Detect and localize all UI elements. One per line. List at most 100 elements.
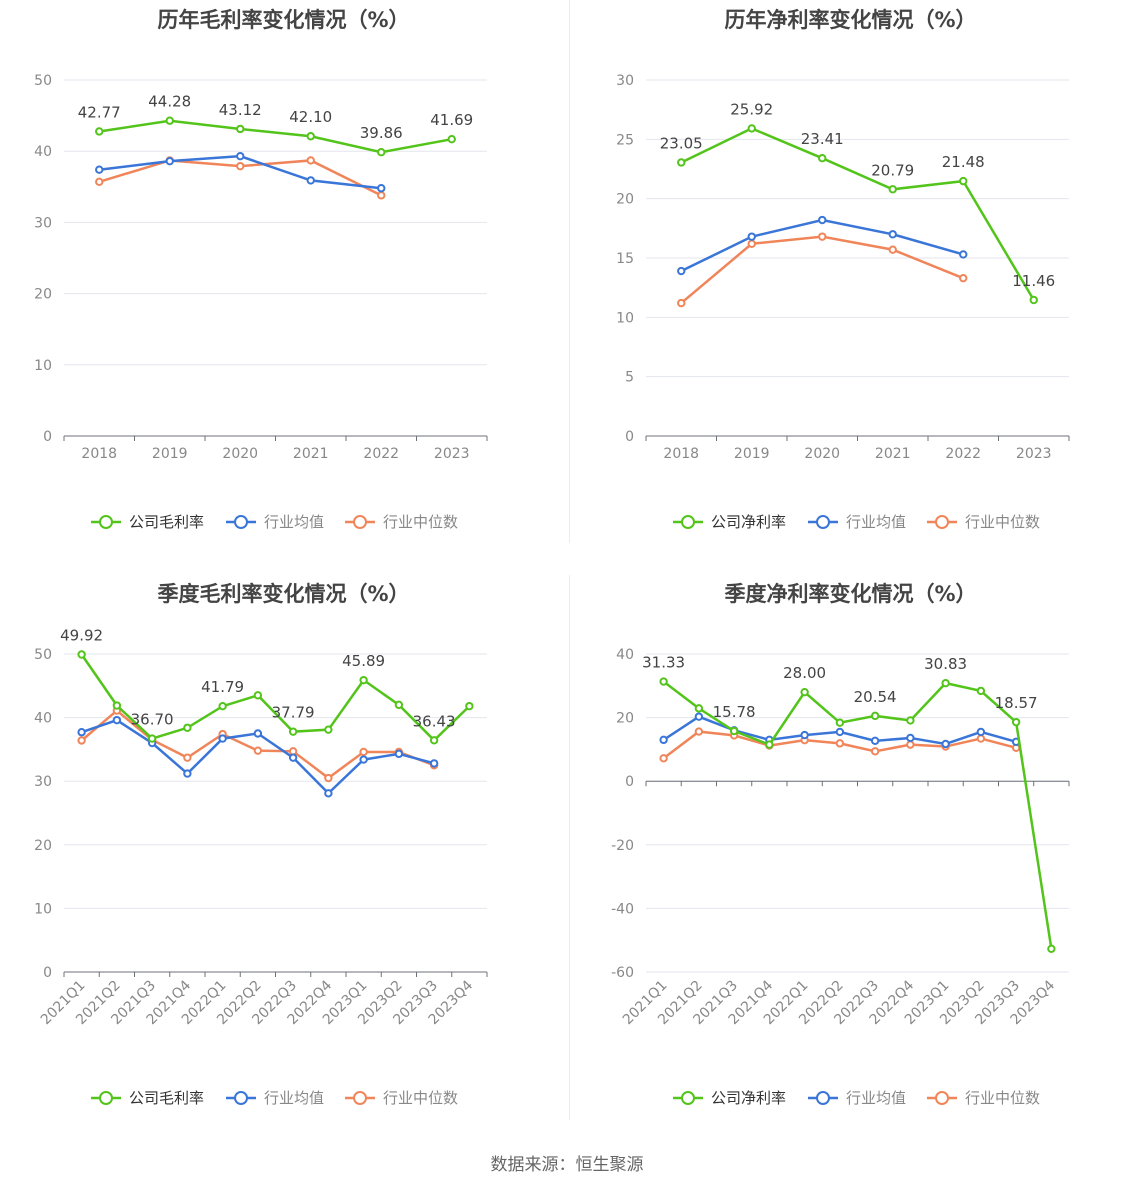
- data-point: [377, 191, 386, 200]
- data-point: [818, 154, 827, 163]
- data-point: [677, 266, 686, 276]
- data-label: 41.69: [430, 111, 473, 129]
- y-tick-label: 50: [34, 647, 52, 663]
- data-point: [976, 727, 986, 737]
- data-point: [77, 650, 86, 659]
- data-point: [694, 704, 704, 713]
- series-line: [99, 119, 452, 154]
- panel-divider: [569, 575, 570, 1120]
- chart-title: 季度净利率变化情况（%）: [724, 582, 977, 606]
- data-point: [659, 754, 668, 763]
- x-tick-label: 2020: [804, 446, 840, 462]
- y-tick-label: -20: [611, 838, 634, 854]
- data-point: [95, 165, 104, 174]
- y-tick-label: 30: [34, 215, 52, 231]
- x-tick-label: 2019: [734, 446, 770, 462]
- series-group: [677, 232, 968, 308]
- data-point: [183, 723, 192, 732]
- data-point: [835, 727, 845, 737]
- legend-label: 行业中位数: [965, 513, 1040, 531]
- data-point: [1029, 295, 1038, 305]
- data-point: [253, 746, 263, 755]
- data-point: [253, 691, 263, 700]
- legend-label: 行业均值: [264, 513, 324, 531]
- legend-marker: [935, 515, 949, 529]
- data-label: 11.46: [1012, 272, 1055, 290]
- series-group: 23.05 25.92 23.41 20.79 21.48 11.46: [660, 100, 1055, 305]
- data-point: [747, 239, 756, 248]
- legend-label: 行业中位数: [383, 1089, 458, 1107]
- data-point: [306, 132, 315, 141]
- data-point: [906, 740, 915, 749]
- data-point: [747, 232, 756, 241]
- data-point: [1047, 944, 1056, 953]
- data-point: [112, 701, 122, 710]
- y-tick-label: 25: [616, 132, 634, 148]
- y-tick-label: 0: [43, 429, 52, 445]
- y-tick-label: 0: [625, 774, 634, 790]
- data-label: 28.00: [783, 664, 826, 682]
- legend-item: 行业中位数: [927, 1089, 1040, 1107]
- y-tick-label: 10: [34, 901, 52, 917]
- y-tick-label: 50: [34, 73, 52, 89]
- data-point: [377, 147, 386, 157]
- data-point: [359, 747, 368, 757]
- data-point: [165, 116, 174, 125]
- data-point: [183, 769, 192, 778]
- data-point: [306, 176, 315, 185]
- legend-marker: [816, 1091, 830, 1105]
- data-point: [800, 687, 809, 697]
- legend-marker: [99, 515, 113, 529]
- data-label: 23.41: [801, 130, 844, 148]
- data-point: [429, 759, 439, 768]
- y-tick-label: 5: [625, 370, 634, 386]
- y-tick-label: 40: [34, 144, 52, 160]
- data-point: [959, 250, 968, 259]
- legend-label: 行业均值: [846, 1089, 906, 1107]
- legend-label: 行业中位数: [965, 1089, 1040, 1107]
- data-point: [465, 701, 474, 711]
- data-label: 49.92: [60, 627, 103, 645]
- series-line: [99, 154, 382, 190]
- legend-label: 公司净利率: [711, 513, 786, 531]
- data-point: [183, 753, 192, 762]
- data-point: [377, 184, 386, 193]
- series-line: [662, 680, 1053, 949]
- data-point: [818, 232, 827, 241]
- data-point: [729, 726, 739, 736]
- legend-item: 行业中位数: [927, 513, 1040, 531]
- data-label: 36.70: [131, 711, 174, 729]
- series-line: [680, 235, 964, 305]
- series-line: [680, 127, 1035, 301]
- legend-item: 行业均值: [226, 513, 324, 531]
- data-point: [429, 736, 439, 745]
- data-point: [870, 747, 880, 756]
- legend-marker: [816, 515, 830, 529]
- y-tick-label: 0: [43, 965, 52, 981]
- y-tick-label: 20: [34, 838, 52, 854]
- data-label: 45.89: [342, 652, 385, 670]
- data-point: [870, 736, 880, 746]
- data-point: [677, 298, 686, 308]
- data-label: 20.79: [871, 161, 914, 179]
- legend-label: 行业均值: [846, 513, 906, 531]
- y-tick-label: 10: [616, 310, 634, 326]
- data-label: 30.83: [924, 655, 967, 673]
- y-tick-label: 40: [616, 647, 634, 663]
- data-point: [765, 740, 774, 749]
- data-label: 42.77: [78, 103, 121, 121]
- y-tick-label: -60: [611, 965, 634, 981]
- data-label: 42.10: [289, 108, 332, 126]
- legend-label: 公司毛利率: [129, 1089, 204, 1107]
- data-point: [95, 127, 104, 136]
- data-point: [394, 700, 404, 710]
- series-group: [95, 156, 386, 200]
- chart-title: 历年净利率变化情况（%）: [724, 8, 977, 32]
- legend-label: 行业均值: [264, 1089, 324, 1107]
- annual-net-margin-chart: 历年净利率变化情况（%） 0 5 10 15 20 25 30 2018 2019 2020 202…: [567, 0, 1134, 545]
- data-point: [870, 711, 880, 721]
- data-point: [218, 702, 227, 711]
- x-tick-label: 2020: [222, 446, 258, 462]
- data-label: 41.79: [201, 678, 244, 696]
- x-tick-label: 2019: [152, 446, 188, 462]
